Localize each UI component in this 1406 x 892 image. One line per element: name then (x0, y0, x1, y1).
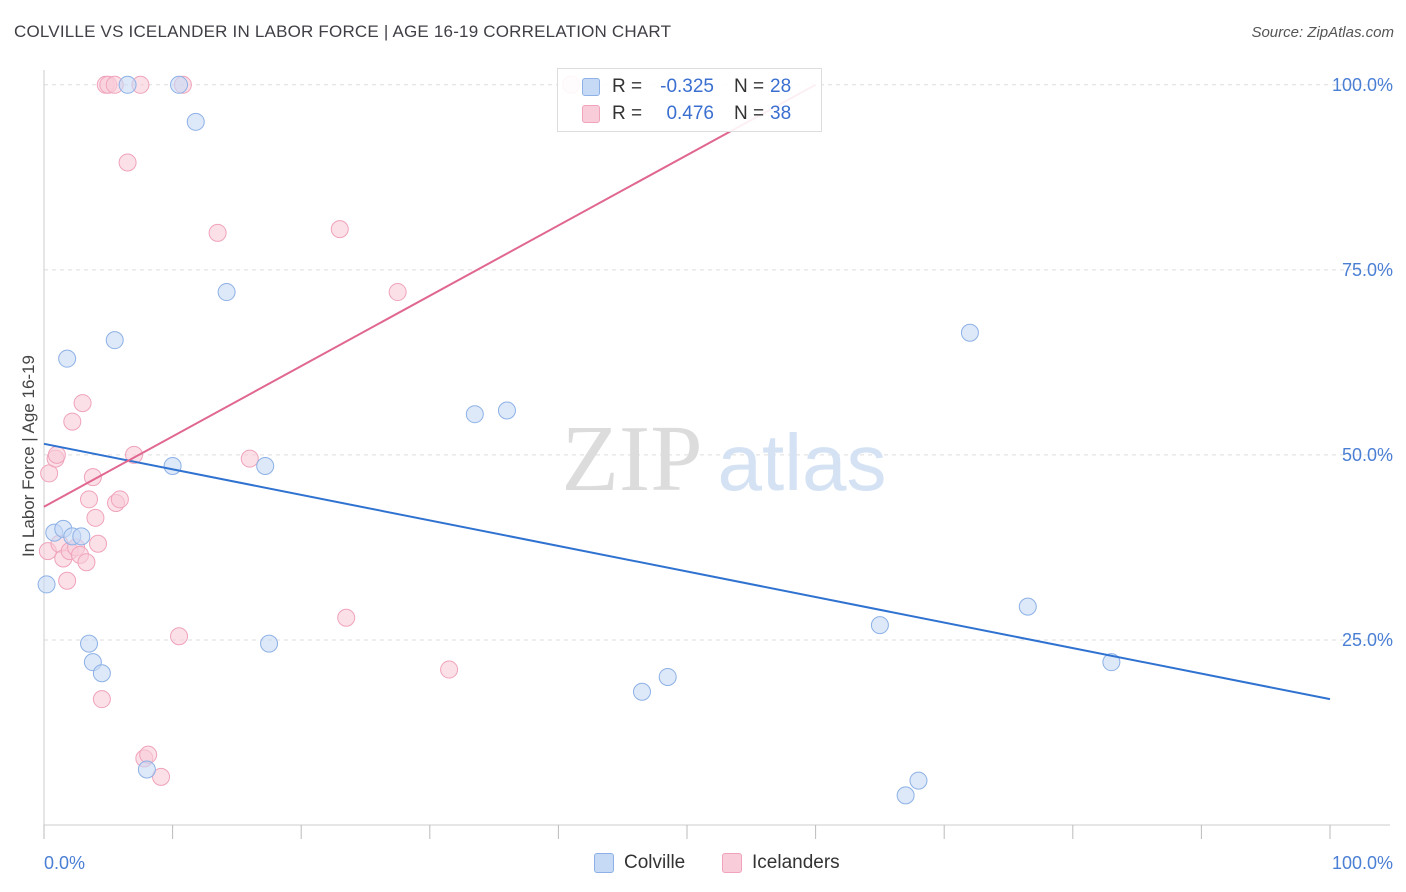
colville-point (80, 634, 99, 653)
colville-legend-swatch (594, 853, 614, 873)
colville-point (37, 575, 56, 594)
icelanders-point (89, 534, 108, 553)
icelanders-point (388, 283, 407, 302)
colville-point (465, 405, 484, 424)
icelanders-point (63, 412, 82, 431)
icelanders-point (118, 153, 137, 172)
watermark-atlas: atlas (718, 418, 887, 507)
grid-lines (44, 84, 1390, 641)
icelanders-point (337, 608, 356, 627)
icelanders-legend-swatch (722, 853, 742, 873)
watermark: ZIP atlas (562, 407, 887, 511)
colville-point (137, 760, 156, 779)
colville-point (658, 667, 677, 686)
colville-point (186, 112, 205, 131)
icelanders-point (330, 220, 349, 239)
icelanders-trend-line (43, 83, 817, 508)
legend-row-icelanders: R = 0.476 N = 38 (582, 101, 791, 127)
icelanders-point (40, 464, 59, 483)
y-axis-title: In Labor Force | Age 16-19 (19, 355, 38, 557)
icelanders-legend-label: Icelanders (752, 852, 840, 873)
colville-point (163, 457, 182, 476)
y-tick-label: 25.0% (1342, 630, 1393, 650)
colville-point (1102, 653, 1121, 672)
colville-point (118, 75, 137, 94)
colville-point (632, 682, 651, 701)
icelanders-point (152, 767, 171, 786)
axes (43, 70, 1390, 839)
y-tick-label: 50.0% (1342, 445, 1393, 465)
n-label: N = (734, 103, 765, 124)
r-label: R = (612, 103, 643, 124)
y-tick-label: 75.0% (1342, 260, 1393, 280)
r-label: R = (612, 76, 643, 97)
icelanders-point (86, 508, 105, 527)
colville-swatch (582, 78, 600, 96)
x-tick-label: 0.0% (44, 853, 85, 873)
icelanders-point (77, 553, 96, 572)
colville-point (870, 616, 889, 635)
colville-n-value: 28 (770, 76, 792, 97)
icelanders-point (80, 490, 99, 509)
watermark-zip: ZIP (562, 407, 703, 511)
colville-point (909, 771, 928, 790)
legend-row-colville: R = -0.325 N = 28 (582, 74, 791, 100)
bottom-legend-icelanders: Icelanders (722, 852, 840, 874)
icelanders-point (240, 449, 259, 468)
colville-point (260, 634, 279, 653)
colville-point (497, 401, 516, 420)
colville-point (960, 323, 979, 342)
icelanders-point (73, 394, 92, 413)
chart-title: COLVILLE VS ICELANDER IN LABOR FORCE | A… (14, 22, 672, 41)
source-label: Source: ZipAtlas.com (1251, 24, 1394, 41)
icelanders-point (440, 660, 459, 679)
colville-point (105, 331, 124, 350)
icelanders-point (208, 223, 227, 242)
trend-lines (43, 83, 1331, 701)
x-tick-label: 100.0% (1332, 853, 1393, 873)
bottom-legend-colville: Colville (594, 852, 685, 874)
icelanders-point (58, 571, 77, 590)
colville-point (72, 527, 91, 546)
icelanders-swatch (582, 105, 600, 123)
colville-legend-label: Colville (624, 852, 686, 873)
colville-r-value: -0.325 (660, 76, 714, 97)
y-tick-label: 100.0% (1332, 75, 1393, 95)
tick-labels: 25.0% 50.0% 75.0% 100.0% 0.0% 100.0% (44, 75, 1393, 873)
colville-point (256, 457, 275, 476)
stats-legend: R = -0.325 N = 28 R = 0.476 N = 38 (557, 68, 822, 132)
icelanders-r-value: 0.476 (666, 103, 714, 124)
colville-point (1018, 597, 1037, 616)
colville-point (896, 786, 915, 805)
icelanders-n-value: 38 (770, 103, 792, 124)
colville-point (92, 664, 111, 683)
n-label: N = (734, 76, 765, 97)
icelanders-point (110, 490, 129, 509)
icelanders-point (47, 445, 66, 464)
colville-points (37, 75, 1121, 805)
colville-point (170, 75, 189, 94)
colville-point (217, 283, 236, 302)
icelanders-point (170, 627, 189, 646)
icelanders-points (38, 75, 581, 786)
colville-point (58, 349, 77, 368)
icelanders-point (92, 690, 111, 709)
colville-trend-line (43, 442, 1331, 701)
